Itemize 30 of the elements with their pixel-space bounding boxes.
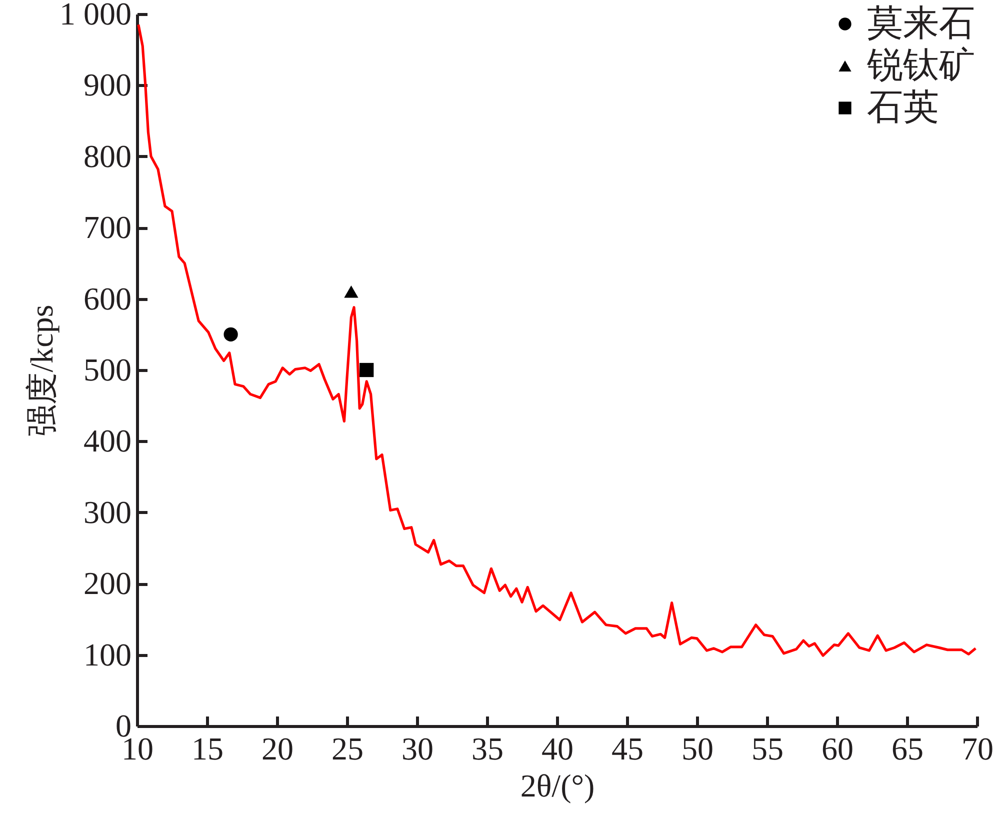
y-tick-label: 100 xyxy=(84,636,132,672)
y-tick-label: 200 xyxy=(84,565,132,602)
y-tick-label: 1 000 xyxy=(60,0,132,32)
x-tick-label: 50 xyxy=(682,730,714,766)
y-axis-title: 强度/kcps xyxy=(24,304,60,436)
x-tick-label: 30 xyxy=(402,730,434,766)
legend-label: 石英 xyxy=(867,87,939,127)
y-tick-label: 400 xyxy=(84,422,132,459)
y-tick-label: 900 xyxy=(84,66,132,103)
x-tick-label: 60 xyxy=(822,730,854,766)
x-tick-label: 70 xyxy=(962,730,994,766)
legend-label: 莫来石 xyxy=(867,3,975,43)
x-tick-label: 45 xyxy=(612,730,644,766)
x-tick-label: 25 xyxy=(332,730,364,766)
x-tick-label: 65 xyxy=(892,730,924,766)
point xyxy=(224,327,238,342)
y-tick-label: 600 xyxy=(84,280,132,316)
legend-label: 锐钛矿 xyxy=(866,45,975,85)
x-tick-label: 40 xyxy=(542,730,574,766)
x-axis-title: 2θ/(°) xyxy=(520,768,595,804)
y-tick-label: 500 xyxy=(84,352,132,388)
y-tick-label: 700 xyxy=(84,209,132,246)
y-tick-label: 800 xyxy=(84,138,132,174)
x-tick-label: 15 xyxy=(192,730,224,766)
x-tick-label: 35 xyxy=(472,730,504,766)
x-tick-label: 55 xyxy=(752,730,784,766)
x-tick-label: 20 xyxy=(262,730,294,766)
y-tick-label: 300 xyxy=(84,494,132,530)
point xyxy=(344,286,358,298)
point xyxy=(360,362,374,378)
